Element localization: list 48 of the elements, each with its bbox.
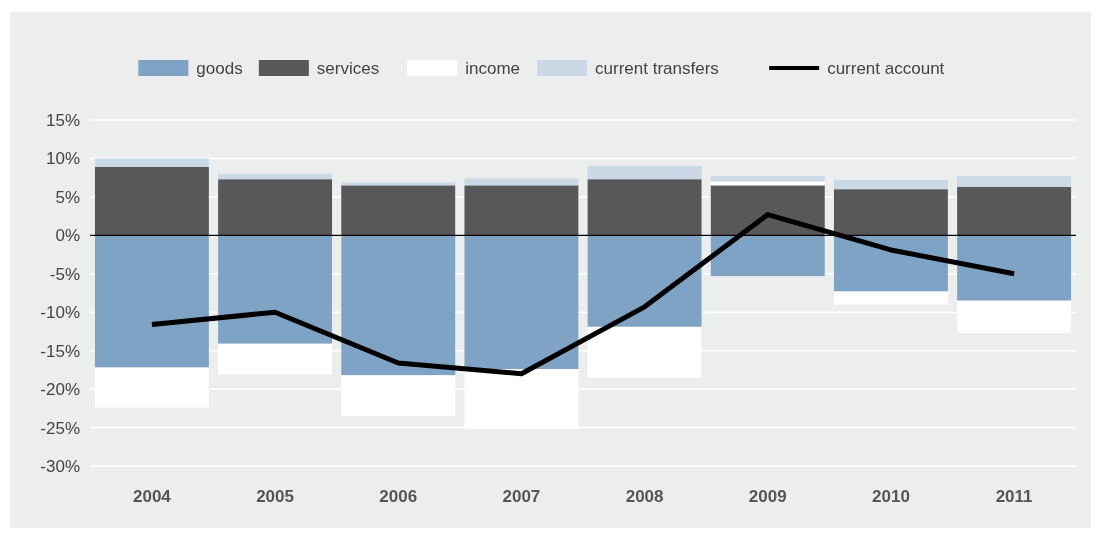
- x-tick-label: 2009: [748, 487, 787, 506]
- bar: [587, 235, 702, 327]
- bar: [957, 235, 1072, 301]
- bar: [94, 235, 209, 368]
- bar: [957, 186, 1072, 236]
- bar: [218, 179, 333, 236]
- bar: [710, 185, 825, 236]
- y-tick-label: -5%: [49, 264, 80, 284]
- bar: [464, 185, 579, 236]
- bar: [587, 179, 702, 236]
- bar: [833, 189, 948, 236]
- bar: [94, 158, 209, 167]
- bar: [218, 235, 333, 344]
- bar: [710, 176, 825, 182]
- bar: [710, 235, 825, 277]
- legend-label: current account: [827, 59, 945, 78]
- bar: [957, 176, 1072, 187]
- bar: [587, 166, 702, 180]
- legend-label: current transfers: [595, 59, 719, 78]
- bar: [94, 166, 209, 236]
- x-tick-label: 2007: [502, 487, 541, 506]
- y-tick-label: 0%: [55, 226, 80, 246]
- x-tick-label: 2006: [379, 487, 418, 506]
- bar: [341, 182, 456, 186]
- bar: [833, 179, 948, 190]
- y-tick-label: -25%: [40, 418, 80, 438]
- bar: [464, 178, 579, 186]
- bar: [833, 291, 948, 305]
- bar: [341, 185, 456, 236]
- legend-label: goods: [196, 59, 243, 78]
- x-tick-label: 2004: [132, 487, 172, 506]
- y-tick-label: 10%: [45, 149, 80, 169]
- x-tick-label: 2005: [256, 487, 294, 506]
- y-tick-label: 15%: [45, 111, 80, 130]
- bar: [464, 235, 579, 370]
- x-tick-label: 2008: [625, 487, 664, 506]
- x-tick-label: 2011: [995, 487, 1033, 506]
- bar: [218, 173, 333, 180]
- bar: [341, 235, 456, 376]
- legend-label: services: [316, 59, 380, 78]
- y-tick-label: -30%: [40, 457, 80, 476]
- y-tick-label: -15%: [40, 341, 80, 361]
- x-tick-label: 2010: [872, 487, 910, 506]
- bar: [833, 235, 948, 292]
- legend-label: income: [465, 59, 521, 78]
- y-tick-label: -10%: [40, 303, 80, 323]
- y-tick-label: 5%: [55, 187, 80, 207]
- y-tick-label: -20%: [40, 380, 80, 400]
